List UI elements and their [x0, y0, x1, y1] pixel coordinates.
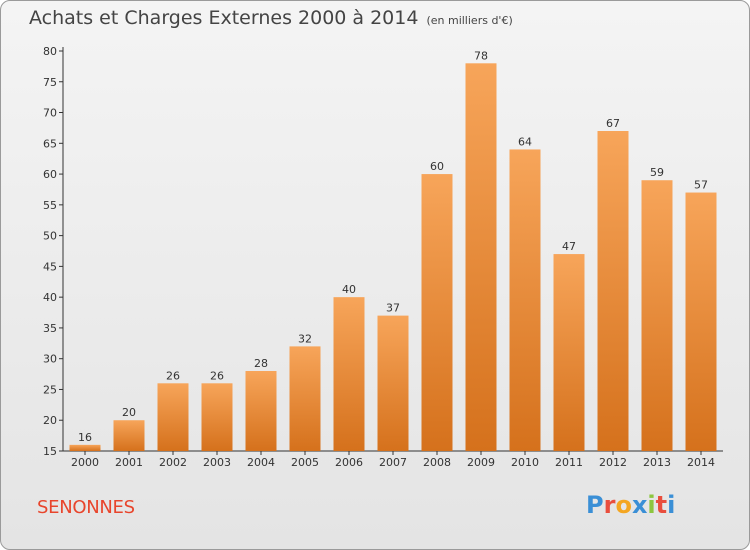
logo-letter: i: [647, 491, 656, 519]
bar-2009: [465, 63, 497, 452]
y-tick-label: 35: [43, 322, 57, 335]
y-tick-label: 25: [43, 383, 57, 396]
bar-2002: [157, 383, 189, 451]
logo-letter: x: [631, 491, 648, 519]
data-label-2008: 60: [430, 160, 444, 173]
data-label-2007: 37: [386, 302, 400, 315]
title-text: Achats et Charges Externes 2000 à 2014: [29, 7, 419, 29]
bar-2014: [685, 192, 717, 452]
bar-2005: [289, 346, 321, 451]
y-tick-label: 45: [43, 260, 57, 273]
y-tick-label: 20: [43, 414, 57, 427]
data-label-2000: 16: [78, 431, 92, 444]
x-tick-label: 2013: [643, 456, 671, 469]
x-tick-label: 2006: [335, 456, 363, 469]
bar-2001: [113, 420, 145, 451]
logo-letter: i: [667, 491, 676, 519]
y-tick-label: 60: [43, 168, 57, 181]
data-label-2013: 59: [650, 166, 664, 179]
logo-letter: t: [655, 491, 668, 519]
x-tick-label: 2007: [379, 456, 407, 469]
bar-2013: [641, 180, 673, 451]
data-label-2004: 28: [254, 357, 268, 370]
x-tick-label: 2000: [71, 456, 99, 469]
bar-2007: [377, 315, 409, 451]
y-tick-label: 75: [43, 76, 57, 89]
x-tick-label: 2004: [247, 456, 275, 469]
bar-2012: [597, 131, 629, 451]
data-label-2005: 32: [298, 332, 312, 345]
y-tick-label: 80: [43, 45, 57, 58]
data-label-2012: 67: [606, 117, 620, 130]
data-label-2011: 47: [562, 240, 576, 253]
y-tick-label: 65: [43, 137, 57, 150]
y-tick-label: 50: [43, 230, 57, 243]
proxiti-logo: Proxiti: [586, 491, 675, 519]
x-tick-label: 2009: [467, 456, 495, 469]
x-tick-label: 2008: [423, 456, 451, 469]
data-label-2014: 57: [694, 179, 708, 192]
x-tick-label: 2014: [687, 456, 715, 469]
y-tick-label: 15: [43, 445, 57, 458]
bar-2008: [421, 174, 453, 452]
data-label-2006: 40: [342, 283, 356, 296]
x-tick-label: 2001: [115, 456, 143, 469]
y-tick-label: 55: [43, 199, 57, 212]
data-label-2001: 20: [122, 406, 136, 419]
bar-2006: [333, 297, 365, 451]
bar-2011: [553, 254, 585, 451]
data-label-2010: 64: [518, 135, 532, 148]
commune-name: SENONNES: [37, 497, 135, 518]
title-unit: (en milliers d'€): [426, 14, 513, 27]
bar-2003: [201, 383, 233, 451]
data-labels: 16 20 26 26 28 32 40 37 60 78 64 47 67 59 57: [78, 49, 708, 444]
y-tick-label: 70: [43, 107, 57, 120]
bars: [69, 63, 717, 452]
bar-2000: [69, 444, 101, 451]
chart-title: Achats et Charges Externes 2000 à 2014 (e…: [29, 7, 513, 29]
x-tick-label: 2011: [555, 456, 583, 469]
data-label-2003: 26: [210, 369, 224, 382]
x-tick-label: 2002: [159, 456, 187, 469]
y-tick-label: 30: [43, 353, 57, 366]
x-tick-label: 2010: [511, 456, 539, 469]
y-tick-label: 40: [43, 291, 57, 304]
bar-2010: [509, 149, 541, 451]
x-tick-label: 2005: [291, 456, 319, 469]
x-tick-label: 2003: [203, 456, 231, 469]
logo-letter: r: [603, 491, 616, 519]
logo-letter: o: [615, 491, 632, 519]
bar-2004: [245, 371, 277, 451]
x-tick-label: 2012: [599, 456, 627, 469]
data-label-2009: 78: [474, 49, 488, 62]
data-label-2002: 26: [166, 369, 180, 382]
logo-letter: P: [586, 491, 604, 519]
